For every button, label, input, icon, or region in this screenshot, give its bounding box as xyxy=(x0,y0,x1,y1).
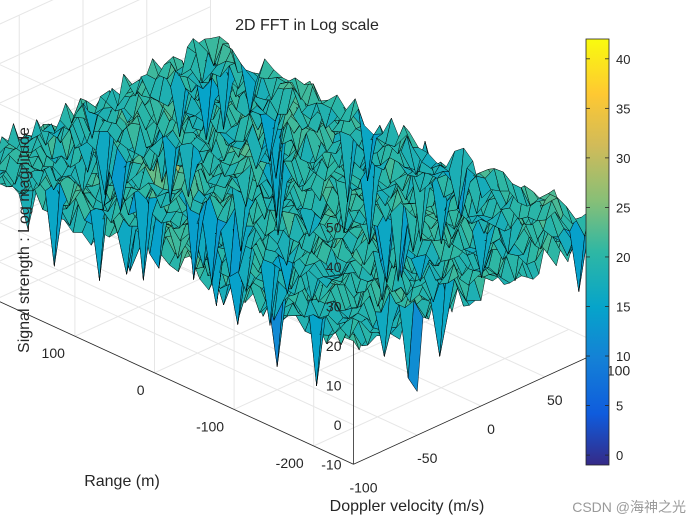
y-tick-label: -200 xyxy=(276,455,304,471)
colorbar-tick-label: 40 xyxy=(616,52,630,67)
x-tick-label: 0 xyxy=(487,421,495,437)
x-tick-label: -50 xyxy=(417,450,437,466)
x-tick-label: 100 xyxy=(607,363,631,379)
axis-ticks: -1001020304050-200-1000100200-100-500501… xyxy=(42,219,631,495)
colorbar-tick-label: 15 xyxy=(616,299,630,314)
z-axis-label: Signal strength : Log magnitude xyxy=(16,127,33,353)
chart-title: 2D FFT in Log scale xyxy=(235,17,379,34)
y-tick-label: -100 xyxy=(196,418,224,434)
x-tick-label: -100 xyxy=(349,479,377,495)
axis-line xyxy=(0,301,354,465)
y-axis-label: Range (m) xyxy=(84,473,160,490)
z-tick-label: -10 xyxy=(321,456,341,472)
z-tick-label: 20 xyxy=(326,338,342,354)
colorbar: 0 5 10 15 20 25 30 35 40 xyxy=(585,38,630,466)
z-tick-label: 50 xyxy=(326,219,342,235)
colorbar-tick-label: 35 xyxy=(616,101,630,116)
x-gridline xyxy=(18,15,418,436)
z-tick-label: 30 xyxy=(326,298,342,314)
colorbar-tick-label: 10 xyxy=(616,349,630,364)
colorbar-tick-label: 30 xyxy=(616,151,630,166)
axis-line xyxy=(353,347,609,465)
colorbar-tick-label: 25 xyxy=(616,200,630,215)
surface-mesh xyxy=(0,36,609,393)
x-tick-label: 50 xyxy=(547,392,563,408)
x-axis-label: Doppler velocity (m/s) xyxy=(330,498,485,515)
z-tick-label: 10 xyxy=(326,377,342,393)
y-tick-label: 100 xyxy=(42,345,66,361)
z-tick-label: 40 xyxy=(326,259,342,275)
colorbar-tick-label: 5 xyxy=(616,399,623,414)
y-tick-label: 0 xyxy=(137,382,145,398)
watermark: CSDN @海神之光 xyxy=(572,499,686,515)
colorbar-tick-label: 0 xyxy=(616,448,623,463)
colorbar-gradient xyxy=(585,38,610,466)
z-tick-label: 0 xyxy=(334,417,342,433)
colorbar-tick-label: 20 xyxy=(616,250,630,265)
